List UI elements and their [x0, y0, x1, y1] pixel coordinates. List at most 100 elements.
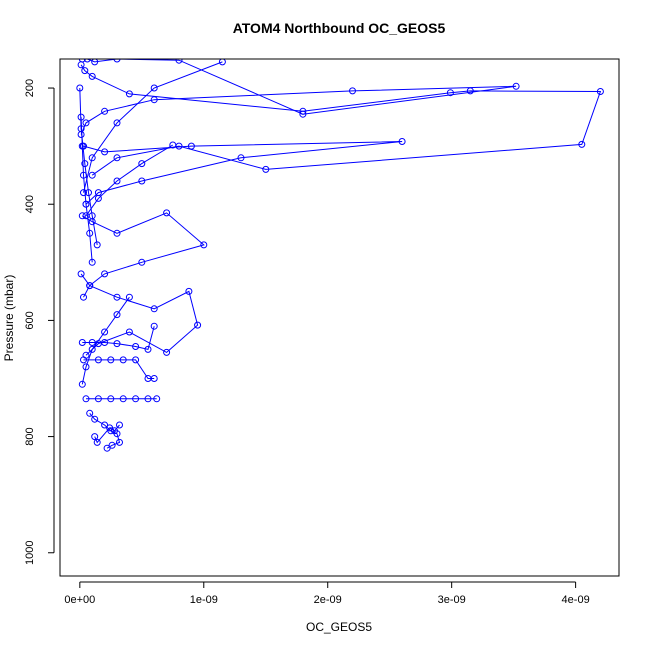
data-point: [150, 305, 158, 313]
data-point: [466, 87, 474, 95]
data-point: [153, 395, 161, 403]
data-point: [138, 177, 146, 185]
x-tick-label: 0e+00: [64, 594, 95, 606]
y-tick-label: 800: [24, 427, 36, 445]
data-point: [88, 345, 96, 353]
data-point: [187, 142, 195, 150]
data-point: [113, 119, 121, 127]
data-point: [113, 59, 121, 63]
data-series-6: [78, 322, 158, 353]
data-point: [218, 59, 226, 66]
data-point: [194, 321, 202, 329]
data-point: [93, 241, 101, 249]
data-point: [125, 90, 133, 98]
y-axis: 200 400 600 800 1000: [24, 79, 55, 565]
data-point: [80, 356, 87, 364]
data-series-15: [78, 293, 133, 388]
data-series-8: [82, 395, 161, 403]
data-point: [262, 165, 270, 173]
data-point: [113, 154, 121, 162]
plot-frame: [59, 58, 620, 577]
data-point: [82, 395, 90, 403]
data-point: [82, 119, 90, 127]
data-point: [101, 107, 109, 115]
data-point: [108, 441, 116, 449]
series-line: [80, 59, 517, 135]
data-point: [163, 348, 171, 356]
data-point: [169, 141, 177, 149]
data-point: [113, 311, 121, 319]
data-point: [107, 395, 115, 403]
data-point: [86, 282, 94, 290]
data-point: [88, 72, 96, 80]
series-line: [80, 64, 602, 176]
data-point: [150, 322, 158, 330]
data-point: [125, 328, 133, 336]
data-point: [116, 438, 123, 446]
x-axis-label: OC_GEOS5: [306, 620, 372, 634]
data-point: [94, 395, 102, 403]
data-point: [150, 375, 158, 382]
plot-area: [76, 59, 604, 452]
data-point: [88, 154, 96, 162]
chart-title: ATOM4 Northbound OC_GEOS5: [233, 20, 446, 36]
data-point: [596, 88, 604, 95]
data-point: [132, 343, 140, 350]
data-point: [125, 293, 133, 301]
data-point: [132, 356, 140, 364]
x-tick-label: 1e-09: [190, 594, 218, 606]
series-line: [80, 273, 199, 356]
data-point: [185, 287, 193, 295]
data-point: [76, 84, 84, 92]
series-line: [83, 141, 403, 205]
data-point: [83, 59, 91, 63]
data-point: [94, 194, 102, 202]
data-point: [77, 270, 85, 278]
data-point: [86, 229, 94, 237]
data-point: [132, 395, 140, 403]
data-series-2: [77, 61, 604, 179]
data-point: [200, 241, 208, 249]
data-point: [101, 148, 109, 156]
data-point: [113, 229, 121, 237]
data-point: [85, 189, 92, 197]
data-series-14: [82, 141, 177, 220]
data-point: [119, 356, 127, 364]
data-point: [82, 200, 90, 208]
data-series-10: [91, 421, 123, 446]
data-point: [111, 427, 118, 435]
data-point: [175, 59, 183, 64]
y-tick-label: 600: [24, 311, 36, 329]
series-line: [94, 424, 120, 444]
data-point: [103, 444, 111, 452]
data-point: [88, 258, 96, 266]
data-point: [107, 356, 115, 364]
data-point: [78, 339, 86, 346]
data-point: [237, 154, 245, 162]
data-point: [116, 421, 123, 429]
data-point: [80, 293, 87, 301]
series-line: [82, 212, 205, 298]
series-line: [85, 144, 174, 217]
x-tick-label: 3e-09: [438, 594, 466, 606]
data-point: [446, 89, 454, 97]
data-point: [77, 61, 85, 69]
data-point: [82, 363, 90, 371]
data-point: [163, 209, 171, 217]
data-point: [91, 59, 99, 66]
data-point: [101, 328, 109, 336]
data-point: [82, 212, 90, 220]
data-point: [81, 160, 89, 168]
data-point: [78, 380, 86, 388]
data-point: [78, 212, 86, 220]
data-point: [144, 395, 152, 403]
x-tick-label: 2e-09: [314, 594, 342, 606]
x-tick-label: 4e-09: [562, 594, 590, 606]
y-tick-label: 400: [24, 195, 36, 213]
data-point: [94, 356, 102, 364]
data-point: [88, 339, 96, 346]
series-line: [82, 326, 155, 350]
data-point: [113, 293, 121, 301]
